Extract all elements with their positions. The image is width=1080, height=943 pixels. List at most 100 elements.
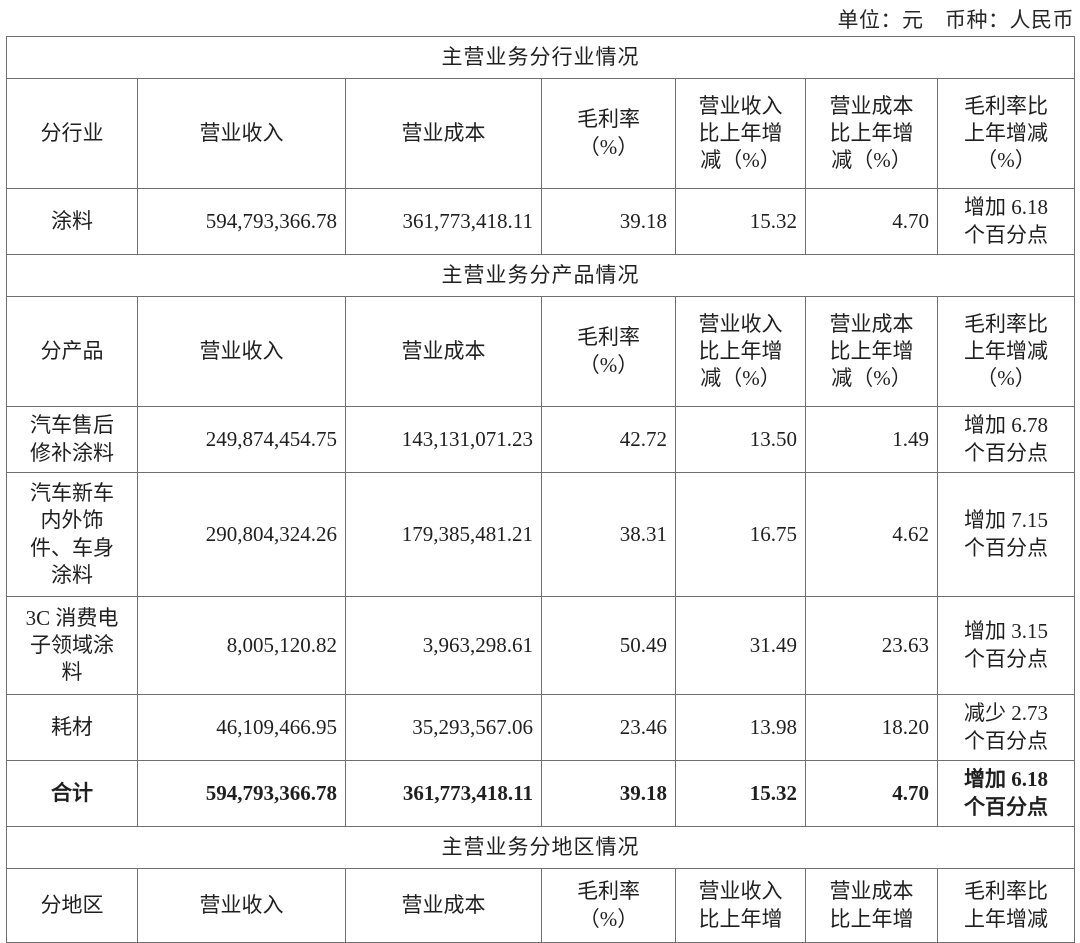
cell-revenue: 594,793,366.78 <box>137 188 346 255</box>
table-row: 耗材 46,109,466.95 35,293,567.06 23.46 13.… <box>6 694 1076 761</box>
gross-margin-line1: 毛利率 <box>577 325 640 350</box>
cell-cost-yoy: 4.70 <box>805 760 938 827</box>
cell-revenue-yoy: 31.49 <box>675 596 806 695</box>
row-label: 涂料 <box>6 188 138 255</box>
gm-yoy-line2: 上年增减 <box>964 120 1049 145</box>
column-header-gross-margin: 毛利率 （%） <box>541 296 676 407</box>
column-header-gross-margin-yoy: 毛利率比 上年增减 （%） <box>936 78 1076 189</box>
cell-gross-margin: 50.49 <box>541 596 676 695</box>
cell-cost: 3,963,298.61 <box>345 596 542 695</box>
row-label-total: 合计 <box>6 760 138 827</box>
gross-margin-line1: 毛利率 <box>577 879 640 904</box>
row-label: 耗材 <box>6 694 138 761</box>
gm-yoy-line3: （%） <box>976 366 1036 391</box>
table-row: 涂料 594,793,366.78 361,773,418.11 39.18 1… <box>6 188 1076 255</box>
cell-revenue: 290,804,324.26 <box>137 472 346 597</box>
gm-yoy-line1: 毛利率比 <box>964 93 1049 118</box>
cell-gross-margin-yoy: 增加 6.78 个百分点 <box>936 406 1076 473</box>
gross-margin-line2: （%） <box>578 134 639 159</box>
table-row: 3C 消费电 子领域涂 料 8,005,120.82 3,963,298.61 … <box>6 596 1076 695</box>
unit-currency-note: 单位：元 币种：人民币 <box>837 8 1074 32</box>
cell-gross-margin-yoy: 增加 7.15 个百分点 <box>936 472 1076 597</box>
cell-gross-margin-yoy: 减少 2.73 个百分点 <box>936 694 1076 761</box>
gross-margin-line2: （%） <box>578 352 639 377</box>
cell-revenue-yoy: 15.32 <box>675 760 806 827</box>
header-row-product: 分产品 营业收入 营业成本 毛利率 （%） 营业收入 比上年增 减（%） 营业成… <box>6 296 1076 407</box>
column-header-revenue: 营业收入 <box>137 78 346 189</box>
column-header-cost-yoy: 营业成本 比上年增 减（%） <box>805 296 938 407</box>
column-header-category: 分产品 <box>6 296 138 407</box>
gm-yoy-value-line1: 增加 3.15 <box>964 619 1049 644</box>
section-title-row: 主营业务分行业情况 <box>5 36 1076 79</box>
column-header-revenue-yoy: 营业收入 比上年增 <box>675 868 806 943</box>
row-label-line1: 3C 消费电 <box>25 605 119 630</box>
cell-gross-margin-yoy: 增加 3.15 个百分点 <box>936 596 1076 695</box>
financial-table: 主营业务分行业情况 分行业 营业收入 营业成本 毛利率 （%） 营业收入 比上年… <box>5 36 1076 943</box>
cell-cost: 361,773,418.11 <box>345 188 542 255</box>
cost-yoy-line1: 营业成本 <box>829 879 914 904</box>
column-header-gross-margin-yoy: 毛利率比 上年增减 <box>936 868 1076 943</box>
section-title-row: 主营业务分产品情况 <box>5 254 1076 297</box>
cost-yoy-line3: 减（%） <box>831 148 912 173</box>
column-header-revenue: 营业收入 <box>137 296 346 407</box>
section-title-row: 主营业务分地区情况 <box>5 826 1076 869</box>
column-header-category: 分行业 <box>6 78 138 189</box>
revenue-yoy-line1: 营业收入 <box>698 311 783 336</box>
cell-cost-yoy: 4.70 <box>805 188 938 255</box>
cell-cost-yoy: 18.20 <box>805 694 938 761</box>
cost-yoy-line2: 比上年增 <box>829 338 914 363</box>
cell-revenue-yoy: 13.50 <box>675 406 806 473</box>
gm-yoy-line1: 毛利率比 <box>964 879 1049 904</box>
column-header-revenue: 营业收入 <box>137 868 346 943</box>
row-label-line4: 涂料 <box>51 562 93 587</box>
table-row-total: 合计 594,793,366.78 361,773,418.11 39.18 1… <box>6 760 1076 827</box>
header-row-industry: 分行业 营业收入 营业成本 毛利率 （%） 营业收入 比上年增 减（%） 营业成… <box>6 78 1076 189</box>
row-label: 汽车售后 修补涂料 <box>6 406 138 473</box>
revenue-yoy-line2: 比上年增 <box>698 338 783 363</box>
gross-margin-line2: （%） <box>578 906 639 931</box>
gross-margin-line1: 毛利率 <box>577 107 640 132</box>
cell-revenue-yoy: 15.32 <box>675 188 806 255</box>
revenue-yoy-line1: 营业收入 <box>698 93 783 118</box>
cell-revenue-yoy: 13.98 <box>675 694 806 761</box>
cost-yoy-line2: 比上年增 <box>829 906 914 931</box>
cell-revenue: 46,109,466.95 <box>137 694 346 761</box>
table-row: 汽车售后 修补涂料 249,874,454.75 143,131,071.23 … <box>6 406 1076 473</box>
cell-cost-yoy: 1.49 <box>805 406 938 473</box>
cell-revenue: 249,874,454.75 <box>137 406 346 473</box>
row-label-line1: 汽车新车 <box>30 480 114 505</box>
section-title-region: 主营业务分地区情况 <box>5 826 1076 869</box>
row-label: 3C 消费电 子领域涂 料 <box>6 596 138 695</box>
column-header-cost-yoy: 营业成本 比上年增 减（%） <box>805 78 938 189</box>
column-header-gross-margin: 毛利率 （%） <box>541 78 676 189</box>
revenue-yoy-line2: 比上年增 <box>698 906 783 931</box>
row-label-line3: 料 <box>61 660 83 685</box>
row-label-line2: 修补涂料 <box>30 440 114 465</box>
gm-yoy-value-line2: 个百分点 <box>964 728 1049 753</box>
cost-yoy-line2: 比上年增 <box>829 120 914 145</box>
cell-gross-margin: 39.18 <box>541 188 676 255</box>
cell-cost: 35,293,567.06 <box>345 694 542 761</box>
cell-revenue: 8,005,120.82 <box>137 596 346 695</box>
column-header-category: 分地区 <box>6 868 138 943</box>
cell-gross-margin: 23.46 <box>541 694 676 761</box>
cost-yoy-line1: 营业成本 <box>829 93 914 118</box>
gm-yoy-value-line1: 增加 6.78 <box>964 413 1049 438</box>
column-header-cost-yoy: 营业成本 比上年增 <box>805 868 938 943</box>
revenue-yoy-line3: 减（%） <box>700 366 781 391</box>
column-header-gross-margin-yoy: 毛利率比 上年增减 （%） <box>936 296 1076 407</box>
cell-gross-margin: 39.18 <box>541 760 676 827</box>
cell-gross-margin: 38.31 <box>541 472 676 597</box>
column-header-revenue-yoy: 营业收入 比上年增 减（%） <box>675 296 806 407</box>
column-header-revenue-yoy: 营业收入 比上年增 减（%） <box>675 78 806 189</box>
row-label-line1: 汽车售后 <box>30 413 114 438</box>
cell-cost-yoy: 4.62 <box>805 472 938 597</box>
row-label: 汽车新车 内外饰 件、车身 涂料 <box>6 472 138 597</box>
revenue-yoy-line3: 减（%） <box>700 148 781 173</box>
table-row: 汽车新车 内外饰 件、车身 涂料 290,804,324.26 179,385,… <box>6 472 1076 597</box>
column-header-cost: 营业成本 <box>345 78 542 189</box>
gm-yoy-line2: 上年增减 <box>964 906 1049 931</box>
cell-cost-yoy: 23.63 <box>805 596 938 695</box>
row-label-line2: 子领域涂 <box>30 632 114 657</box>
cost-yoy-line1: 营业成本 <box>829 311 914 336</box>
